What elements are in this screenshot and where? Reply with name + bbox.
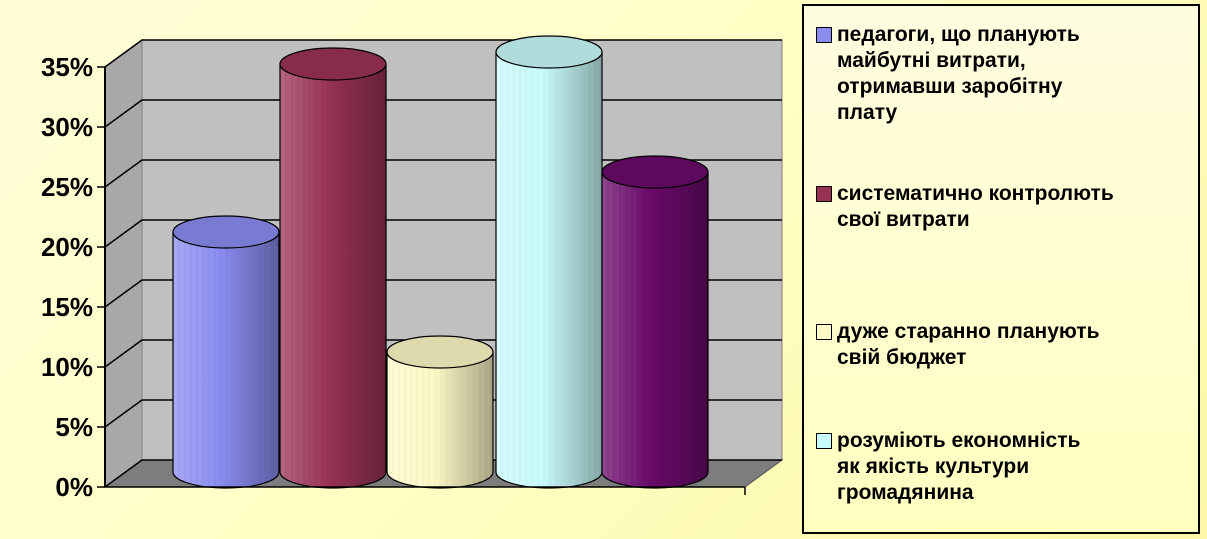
legend-label-1: педагоги, що планують майбутні витрати, … xyxy=(837,23,1080,124)
legend-swatch-1 xyxy=(816,27,832,43)
bar-top xyxy=(172,215,280,249)
y-tick-label: 0% xyxy=(55,472,93,502)
y-tick-label: 30% xyxy=(41,112,93,142)
bar-top xyxy=(495,35,603,69)
y-tick-label: 20% xyxy=(41,232,93,262)
legend-item-2: систематично контролють свої витрати xyxy=(816,181,1197,233)
y-tick-label: 35% xyxy=(41,52,93,82)
bar-top xyxy=(279,47,387,81)
bar-body xyxy=(601,171,709,489)
y-tick-label: 15% xyxy=(41,292,93,322)
legend-swatch-3 xyxy=(816,324,832,340)
y-tick-label: 10% xyxy=(41,352,93,382)
legend-item-4: розуміють економність як якість культури… xyxy=(816,428,1197,506)
bar-body xyxy=(279,63,387,489)
y-axis: 0% 5% 10% 15% 20% 25% 30% 35% xyxy=(41,52,746,502)
bar-body xyxy=(386,351,494,489)
side-wall xyxy=(104,39,143,488)
legend: педагоги, що планують майбутні витрати, … xyxy=(802,4,1200,534)
legend-label-4: розуміють економність як якість культури… xyxy=(837,429,1081,504)
bar-top xyxy=(386,335,494,369)
bar-body xyxy=(172,231,280,489)
legend-swatch-2 xyxy=(816,186,832,202)
bar-4 xyxy=(495,35,603,489)
bars xyxy=(172,35,709,489)
bar-2 xyxy=(279,47,387,489)
bar-1 xyxy=(172,215,280,489)
legend-label-2: систематично контролють свої витрати xyxy=(837,182,1114,231)
legend-item-3: дуже старанно планують свій бюджет xyxy=(816,319,1197,371)
bar-body xyxy=(495,51,603,489)
bar-5 xyxy=(601,155,709,489)
legend-swatch-4 xyxy=(816,433,832,449)
bar-3 xyxy=(386,335,494,489)
chart: 0% 5% 10% 15% 20% 25% 30% 35% xyxy=(41,35,784,502)
y-tick-label: 5% xyxy=(55,412,93,442)
bar-top xyxy=(601,155,709,189)
y-tick-label: 25% xyxy=(41,172,93,202)
legend-item-1: педагоги, що планують майбутні витрати, … xyxy=(816,22,1197,126)
legend-label-3: дуже старанно планують свій бюджет xyxy=(837,320,1100,369)
